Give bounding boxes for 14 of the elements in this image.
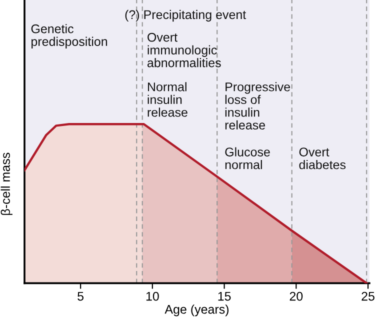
- annotation: Progressive loss of insulin release: [225, 82, 290, 130]
- x-tick-label: 10: [146, 292, 159, 301]
- text: (?) Precipitating event: [125, 10, 246, 22]
- annotation: Overt diabetes: [299, 148, 346, 170]
- annotation: Glucose normal: [225, 147, 270, 170]
- x-tick-label: 15: [218, 292, 231, 301]
- y-axis-title: β-cell mass: [0, 152, 12, 215]
- text: Genetic predisposition: [31, 24, 108, 48]
- x-tick-label: 20: [290, 292, 303, 301]
- x-tick-label: 5: [78, 292, 84, 301]
- text: Overt immunologic abnormalities: [147, 32, 221, 68]
- text: Normal insulin release: [148, 82, 188, 117]
- x-tick-label: 25: [362, 292, 374, 301]
- x-axis-title: Age (years): [164, 304, 229, 316]
